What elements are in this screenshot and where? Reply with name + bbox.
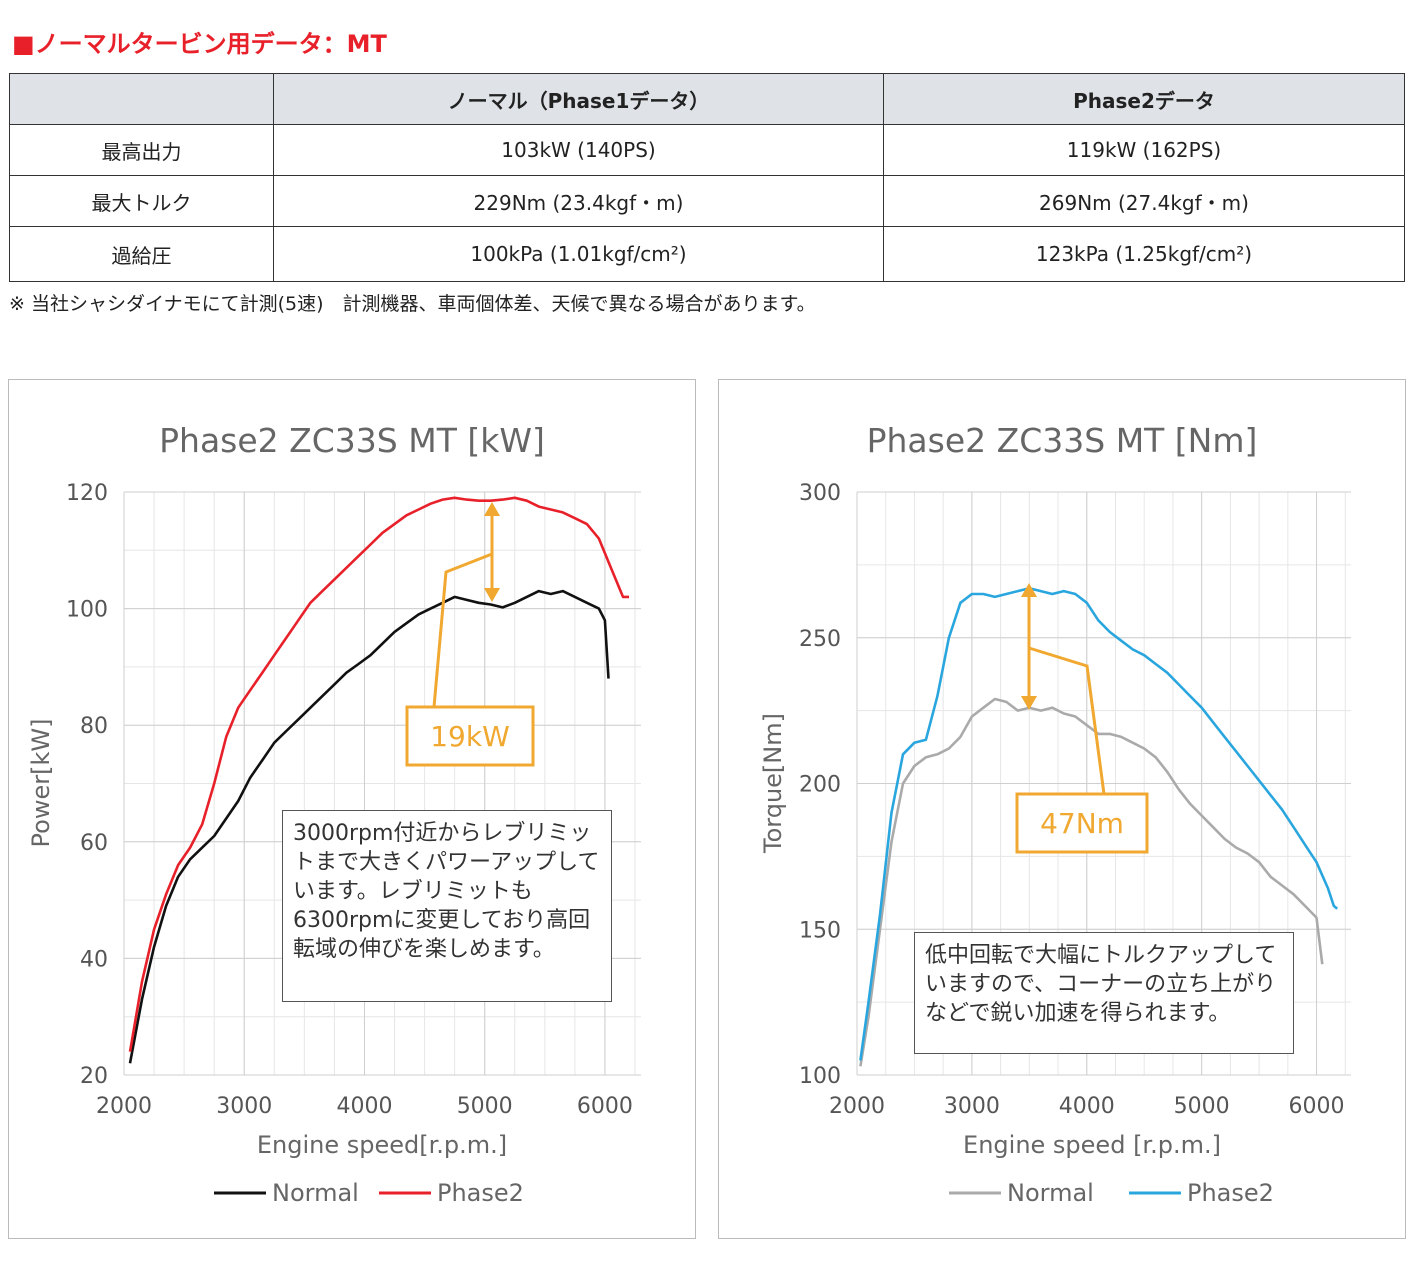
y-tick-label: 80	[80, 714, 108, 739]
y-tick-label: 200	[799, 773, 841, 798]
x-tick-label: 5000	[1174, 1094, 1230, 1119]
phase2-value: 119kW (162PS)	[883, 124, 1405, 176]
delta-arrow-head-down	[1021, 696, 1037, 710]
legend-label-normal: Normal	[1007, 1179, 1094, 1207]
y-tick-label: 120	[66, 481, 108, 506]
x-tick-label: 2000	[829, 1094, 885, 1119]
header-blank	[9, 73, 274, 125]
delta-label-box	[405, 705, 535, 767]
legend-label-phase2: Phase2	[1187, 1179, 1274, 1207]
chart-title: Phase2 ZC33S MT [kW]	[159, 421, 545, 460]
table-row-max-power: 最高出力 103kW (140PS) 119kW (162PS)	[9, 124, 1405, 176]
y-tick-label: 20	[80, 1064, 108, 1089]
x-tick-label: 5000	[457, 1094, 513, 1119]
power-chart: 2000 3000 4000 5000 6000 20 40 60 80 100 120 Phase2…	[27, 421, 641, 1207]
delta-arrow-head-up	[1021, 583, 1037, 597]
torque-chart-panel: 2000 3000 4000 5000 6000 100 150 200 250 300 Phase…	[718, 379, 1406, 1239]
normal-value: 100kPa (1.01kgf/cm²)	[273, 226, 884, 282]
normal-value: 229Nm (23.4kgf・m)	[273, 175, 884, 227]
torque-chart-note: 低中回転で大幅にトルクアップしていますので、コーナーの立ち上がりなどで鋭い加速を…	[914, 932, 1294, 1054]
series-line-phase2	[859, 586, 1339, 1061]
series-line-normal	[859, 697, 1324, 1067]
y-tick-label: 100	[799, 1064, 841, 1089]
x-tick-label: 2000	[96, 1094, 152, 1119]
series-line-normal	[128, 589, 610, 1064]
y-axis-label: Power[kW]	[27, 719, 55, 848]
delta-label: 19kW	[430, 720, 510, 753]
spec-table: ノーマル（Phase1データ） Phase2データ 最高出力 103kW (14…	[9, 73, 1405, 282]
y-tick-label: 60	[80, 831, 108, 856]
header-normal: ノーマル（Phase1データ）	[273, 73, 884, 125]
series-line-phase2	[128, 496, 629, 1052]
y-tick-label: 100	[66, 598, 108, 623]
x-tick-label: 4000	[336, 1094, 392, 1119]
row-label: 最高出力	[9, 124, 274, 176]
chart-title: Phase2 ZC33S MT [Nm]	[867, 421, 1258, 460]
y-tick-label: 300	[799, 481, 841, 506]
x-tick-label: 4000	[1059, 1094, 1115, 1119]
header-phase2: Phase2データ	[883, 73, 1405, 125]
y-tick-label: 150	[799, 918, 841, 943]
legend-label-phase2: Phase2	[437, 1179, 524, 1207]
y-axis-label: Torque[Nm]	[759, 713, 787, 854]
y-tick-label: 250	[799, 627, 841, 652]
spec-table-header: ノーマル（Phase1データ） Phase2データ	[9, 73, 1405, 125]
page-title: ■ノーマルタービン用データ：MT	[12, 30, 387, 58]
y-tick-label: 40	[80, 947, 108, 972]
table-row-boost: 過給圧 100kPa (1.01kgf/cm²) 123kPa (1.25kgf…	[9, 226, 1405, 282]
row-label: 最大トルク	[9, 175, 274, 227]
torque-chart: 2000 3000 4000 5000 6000 100 150 200 250 300 Phase…	[759, 421, 1351, 1207]
x-tick-label: 6000	[577, 1094, 633, 1119]
measurement-note: ※ 当社シャシダイナモにて計測(5速) 計測機器、車両個体差、天候で異なる場合が…	[9, 293, 816, 315]
x-tick-label: 3000	[944, 1094, 1000, 1119]
phase2-value: 123kPa (1.25kgf/cm²)	[883, 226, 1405, 282]
power-chart-panel: 2000 3000 4000 5000 6000 20 40 60 80 100 120 Phase2…	[8, 379, 696, 1239]
x-axis-label: Engine speed[r.p.m.]	[257, 1131, 507, 1159]
delta-label-box	[1015, 792, 1149, 854]
row-label: 過給圧	[9, 226, 274, 282]
legend-label-normal: Normal	[272, 1179, 359, 1207]
normal-value: 103kW (140PS)	[273, 124, 884, 176]
delta-leader-line	[1028, 646, 1106, 795]
x-tick-label: 6000	[1289, 1094, 1345, 1119]
delta-label: 47Nm	[1040, 807, 1124, 840]
x-axis-label: Engine speed [r.p.m.]	[963, 1131, 1221, 1159]
table-row-max-torque: 最大トルク 229Nm (23.4kgf・m) 269Nm (27.4kgf・m…	[9, 175, 1405, 227]
phase2-value: 269Nm (27.4kgf・m)	[883, 175, 1405, 227]
delta-leader-line	[432, 552, 493, 708]
power-chart-note: 3000rpm付近からレブリミットまで大きくパワーアップしています。レブリミット…	[282, 810, 612, 1002]
x-tick-label: 3000	[216, 1094, 272, 1119]
delta-arrow-head-down	[484, 588, 500, 602]
delta-arrow-head-up	[484, 502, 500, 516]
